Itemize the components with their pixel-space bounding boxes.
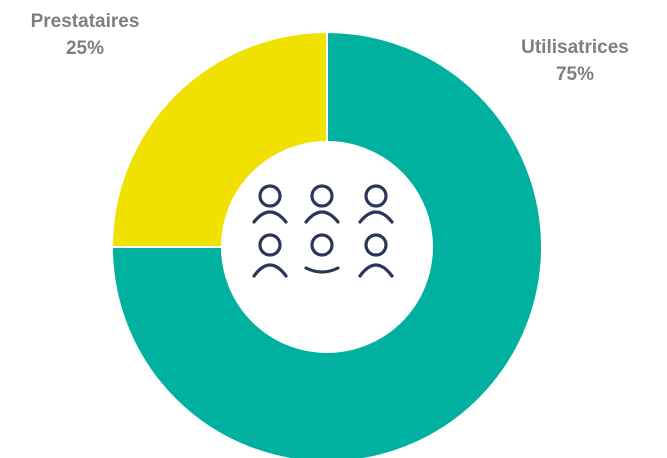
donut-slice bbox=[110, 30, 543, 458]
people-icon bbox=[252, 184, 394, 278]
value-label: 25% bbox=[66, 38, 104, 59]
value-label: 75% bbox=[556, 64, 594, 85]
category-label: Prestataires bbox=[31, 11, 140, 32]
donut-slice bbox=[110, 30, 328, 248]
category-label: Utilisatrices bbox=[521, 37, 629, 58]
